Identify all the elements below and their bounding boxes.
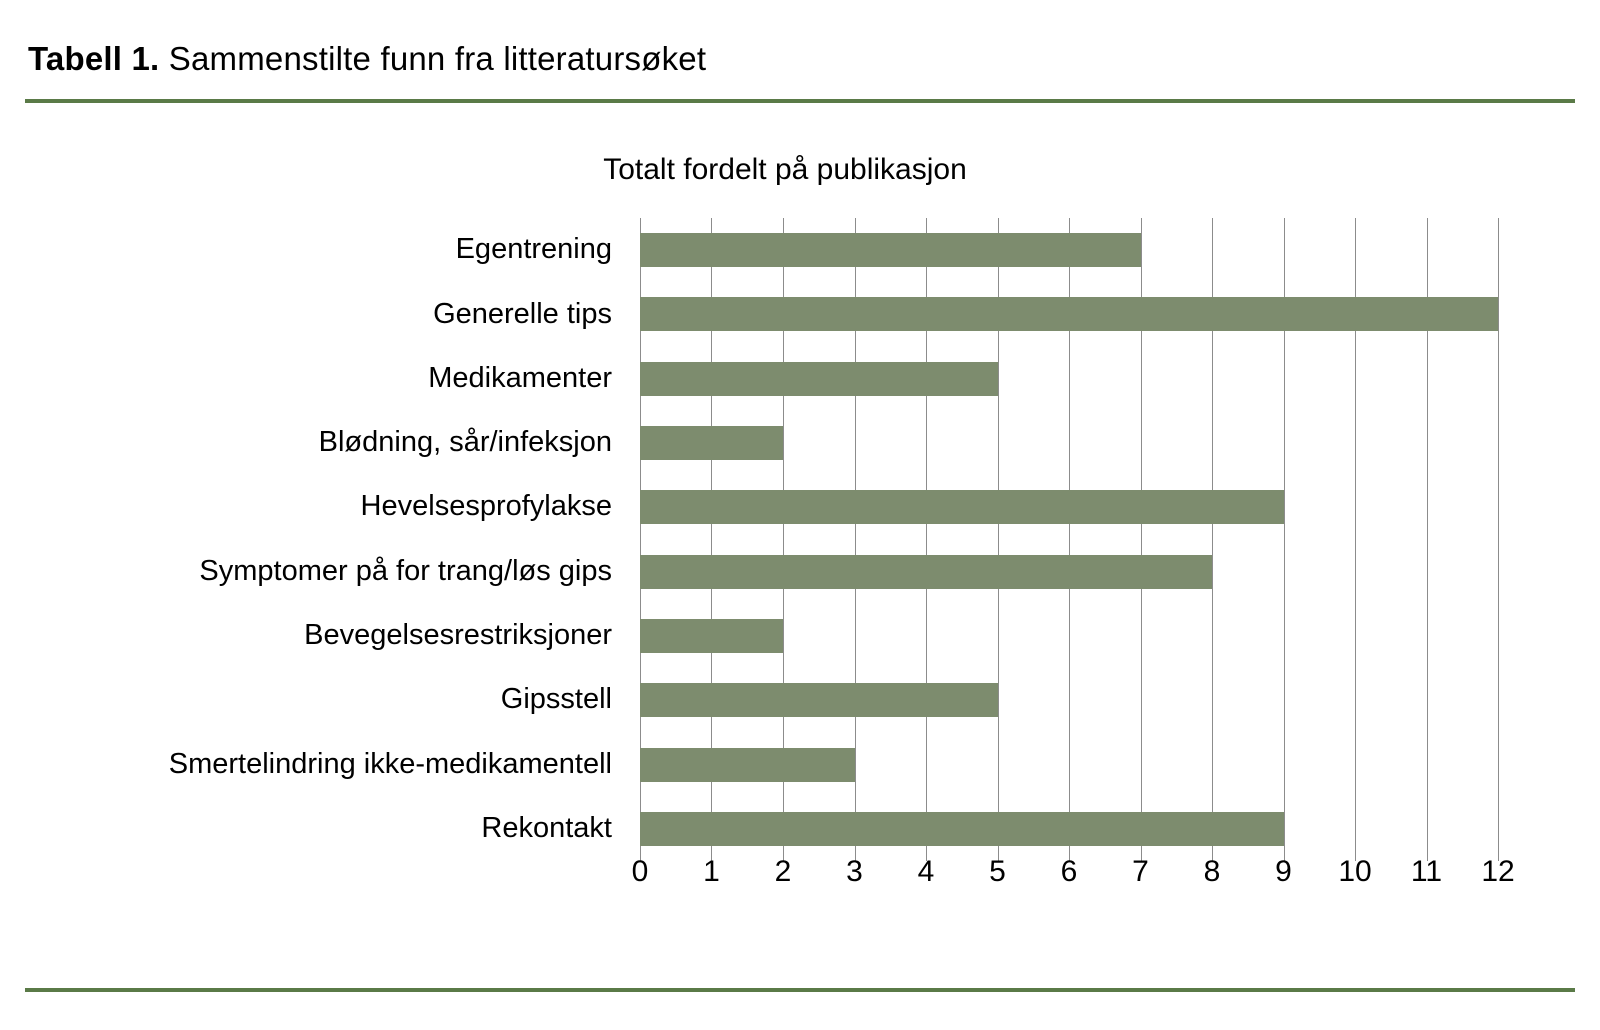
gridline	[997, 218, 999, 861]
gridline	[640, 218, 641, 861]
x-tick-label: 9	[1275, 855, 1292, 888]
bar-row: Rekontakt	[0, 797, 1600, 861]
category-label: Hevelsesprofylakse	[360, 490, 612, 523]
bottom-divider-line	[25, 988, 1575, 992]
x-tick-label: 1	[703, 855, 720, 888]
bar	[640, 811, 1284, 846]
bar	[640, 490, 1284, 525]
gridline	[1211, 218, 1213, 861]
bar-track	[640, 426, 1498, 461]
bar-row: Egentrening	[0, 218, 1600, 282]
x-tick-label: 11	[1410, 855, 1443, 888]
bar	[640, 618, 783, 653]
bar-track	[640, 683, 1498, 718]
x-tick-label: 2	[774, 855, 792, 888]
bar-track	[640, 361, 1498, 396]
category-label: Bevegelsesrestriksjoner	[304, 618, 612, 651]
x-tick-label: 8	[1203, 855, 1221, 888]
bar-track	[640, 297, 1498, 332]
x-tick-label: 4	[917, 855, 935, 888]
gridline	[1283, 218, 1285, 861]
x-tick-label: 3	[846, 855, 863, 888]
gridline	[1069, 218, 1070, 861]
gridline	[925, 218, 927, 861]
category-label: Symptomer på for trang/løs gips	[199, 554, 612, 587]
gridline	[1426, 218, 1428, 861]
bar	[640, 747, 855, 782]
chart-title: Totalt fordelt på publikasjon	[603, 153, 967, 186]
bar-row: Bevegelsesrestriksjoner	[0, 604, 1600, 668]
bar-track	[640, 233, 1498, 268]
bar-track	[640, 490, 1498, 525]
bar-track	[640, 811, 1498, 846]
bar	[640, 426, 783, 461]
bar	[640, 554, 1212, 589]
top-divider-line	[25, 99, 1575, 103]
gridline	[1355, 218, 1356, 861]
bar-row: Generelle tips	[0, 282, 1600, 346]
category-label: Egentrening	[455, 233, 612, 266]
x-tick-label: 7	[1132, 855, 1149, 888]
x-tick-label: 10	[1338, 855, 1372, 888]
category-label: Medikamenter	[428, 361, 612, 394]
bar-track	[640, 618, 1498, 653]
category-label: Blødning, sår/infeksjon	[318, 426, 612, 459]
bar-row: Gipsstell	[0, 668, 1600, 732]
bar-row: Blødning, sår/infeksjon	[0, 411, 1600, 475]
bar	[640, 361, 998, 396]
bar-row: Symptomer på for trang/løs gips	[0, 539, 1600, 603]
bar-rows: Egentrening Generelle tips Medikamenter Blø…	[0, 218, 1600, 861]
bar-row: Medikamenter	[0, 347, 1600, 411]
bar	[640, 297, 1498, 332]
gridline	[1498, 218, 1499, 861]
table-caption-number: Tabell 1.	[28, 40, 160, 77]
bar-track	[640, 554, 1498, 589]
x-axis: 0 1 2 3 4 5 6 7 8 9 10 11 12	[632, 855, 1515, 895]
bar-row: Hevelsesprofylakse	[0, 475, 1600, 539]
category-label: Smertelindring ikke-medikamentell	[168, 747, 612, 780]
gridline	[854, 218, 856, 861]
bar	[640, 233, 1141, 268]
plot-area	[640, 218, 1499, 861]
bar-track	[640, 747, 1498, 782]
gridline	[1140, 218, 1142, 861]
x-tick-label: 0	[631, 855, 649, 888]
x-tick-label: 5	[989, 855, 1006, 888]
x-tick-label: 12	[1481, 855, 1515, 888]
x-tick-label: 6	[1060, 855, 1078, 888]
table-caption-title: Sammenstilte funn fra litteratursøket	[159, 40, 707, 77]
gridline	[782, 218, 784, 861]
bar	[640, 683, 998, 718]
bar-row: Smertelindring ikke-medikamentell	[0, 732, 1600, 796]
category-label: Rekontakt	[481, 811, 612, 844]
table-caption: Tabell 1. Sammenstilte funn fra litterat…	[28, 40, 706, 78]
gridline	[711, 218, 713, 861]
category-label: Gipsstell	[500, 683, 612, 716]
category-label: Generelle tips	[433, 297, 612, 330]
